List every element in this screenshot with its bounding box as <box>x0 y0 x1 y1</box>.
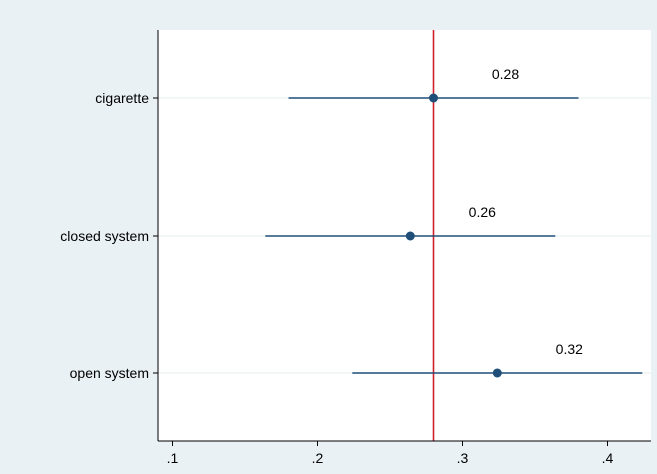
axes: cigarette closed system open system .1 .2 .3.… <box>60 30 651 466</box>
y-tick-label: open system <box>70 365 149 381</box>
point-estimate <box>429 93 438 103</box>
x-tick-label: .3 <box>457 450 469 466</box>
data-label: 0.26 <box>469 204 496 220</box>
data-label: 0.28 <box>492 66 519 82</box>
data-labels: 0.28 0.26 0.32 <box>469 66 583 357</box>
point-estimate <box>492 368 502 378</box>
point-estimates <box>405 93 502 378</box>
y-tick-label: closed system <box>60 228 149 244</box>
data-label: 0.32 <box>556 341 583 357</box>
x-tick-label: .2 <box>312 450 324 466</box>
y-tick-label: cigarette <box>95 90 149 106</box>
point-estimate <box>405 231 415 241</box>
x-tick-label: .4 <box>602 450 614 466</box>
x-tick-label: .1 <box>167 450 179 466</box>
